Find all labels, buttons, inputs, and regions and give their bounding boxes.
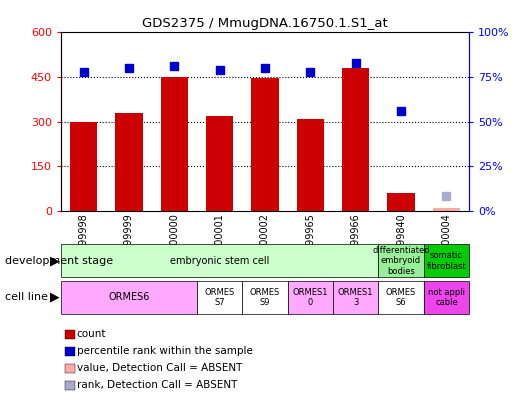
Text: ORMES
S6: ORMES S6 <box>386 288 416 307</box>
Bar <box>433 208 460 211</box>
Text: ▶: ▶ <box>50 291 59 304</box>
Text: rank, Detection Call = ABSENT: rank, Detection Call = ABSENT <box>77 380 237 390</box>
Text: count: count <box>77 329 107 339</box>
Bar <box>206 116 233 211</box>
Bar <box>387 193 414 211</box>
Text: ORMES6: ORMES6 <box>108 292 149 302</box>
Text: development stage: development stage <box>5 256 113 266</box>
Text: not appli
cable: not appli cable <box>428 288 465 307</box>
Text: percentile rank within the sample: percentile rank within the sample <box>77 346 253 356</box>
Text: ORMES1
3: ORMES1 3 <box>338 288 374 307</box>
Text: differentiated
embryoid
bodies: differentiated embryoid bodies <box>372 246 430 276</box>
Bar <box>342 68 369 211</box>
Text: ORMES
S9: ORMES S9 <box>250 288 280 307</box>
Text: ORMES
S7: ORMES S7 <box>205 288 235 307</box>
Title: GDS2375 / MmugDNA.16750.1.S1_at: GDS2375 / MmugDNA.16750.1.S1_at <box>142 17 388 30</box>
Bar <box>161 77 188 211</box>
Bar <box>251 78 279 211</box>
Text: ▶: ▶ <box>50 254 59 267</box>
Bar <box>70 122 97 211</box>
Text: embryonic stem cell: embryonic stem cell <box>170 256 269 266</box>
Text: somatic
fibroblast: somatic fibroblast <box>427 251 466 271</box>
Text: ORMES1
0: ORMES1 0 <box>293 288 328 307</box>
Bar <box>116 113 143 211</box>
Bar <box>297 119 324 211</box>
Text: value, Detection Call = ABSENT: value, Detection Call = ABSENT <box>77 363 242 373</box>
Text: cell line: cell line <box>5 292 48 302</box>
